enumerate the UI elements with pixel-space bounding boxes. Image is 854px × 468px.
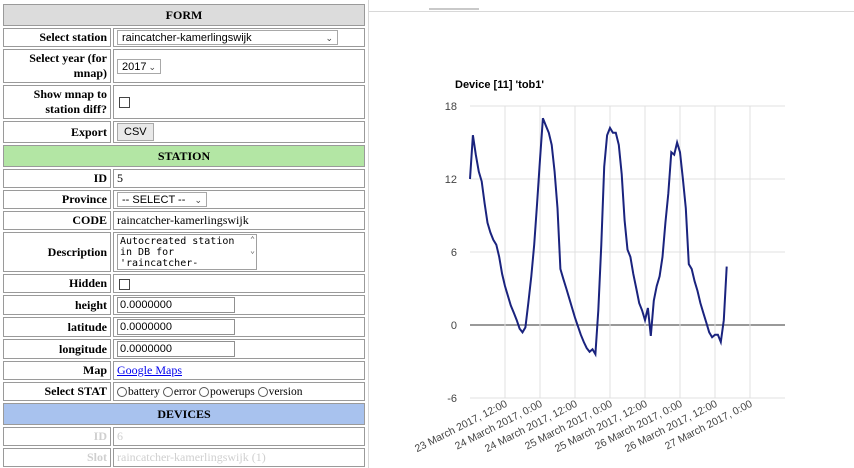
- description-line: Autocreated station: [120, 236, 235, 247]
- devices-header: DEVICES: [3, 403, 365, 425]
- y-tick-label: 6: [451, 247, 457, 259]
- scroll-up-icon[interactable]: ⌃: [250, 235, 255, 244]
- export-label: Export: [3, 121, 111, 143]
- hidden-cell: [113, 274, 365, 293]
- longitude-label: longitude: [3, 339, 111, 359]
- latitude-label: latitude: [3, 317, 111, 337]
- y-tick-label: -6: [447, 393, 457, 405]
- google-maps-link[interactable]: Google Maps: [117, 363, 182, 377]
- top-tab: [429, 8, 479, 10]
- device-slot-label: Slot: [3, 448, 111, 467]
- chevron-down-icon: ⌄: [194, 195, 202, 205]
- form-table: FORM Select station raincatcher-kamerlin…: [1, 2, 367, 468]
- radio-icon: [117, 386, 127, 397]
- province-select-value: -- SELECT --: [122, 194, 186, 206]
- select-year-label: Select year (for mnap): [3, 49, 111, 83]
- chart-panel: 23 March 2017, 12:00 24 March 2017, 0:00 2…: [369, 0, 854, 468]
- height-label: height: [3, 295, 111, 315]
- device-slot-value: raincatcher-kamerlingswijk (1): [113, 448, 365, 467]
- station-select[interactable]: raincatcher-kamerlingswijk ⌄: [117, 30, 338, 45]
- series-line: [469, 117, 728, 358]
- chevron-down-icon: ⌄: [148, 61, 156, 72]
- description-label: Description: [3, 232, 111, 272]
- form-header: FORM: [3, 4, 365, 26]
- y-tick-label: 0: [451, 320, 457, 332]
- latitude-cell: 0.0000000: [113, 317, 365, 337]
- province-label: Province: [3, 190, 111, 209]
- description-line: 'raincatcher-: [120, 258, 199, 269]
- select-station-label: Select station: [3, 28, 111, 47]
- form-panel: FORM Select station raincatcher-kamerlin…: [0, 0, 369, 468]
- show-mnap-cell: [113, 85, 365, 119]
- show-mnap-label: Show mnap to station diff?: [3, 85, 111, 119]
- code-value: raincatcher-kamerlingswijk: [113, 211, 365, 230]
- chevron-down-icon: ⌄: [325, 33, 333, 43]
- id-value: 5: [113, 169, 365, 188]
- year-select[interactable]: 2017 ⌄: [117, 58, 161, 74]
- select-year-cell: 2017 ⌄: [113, 49, 365, 83]
- map-label: Map: [3, 361, 111, 380]
- height-input[interactable]: 0.0000000: [117, 297, 235, 313]
- y-tick-label: 18: [445, 101, 457, 113]
- y-axis: -6 0 6 12 18: [445, 101, 457, 405]
- radio-icon: [162, 386, 173, 397]
- latitude-input[interactable]: 0.0000000: [117, 319, 235, 335]
- id-label: ID: [3, 169, 111, 188]
- year-select-value: 2017: [122, 60, 147, 73]
- stat-option-battery[interactable]: battery: [117, 386, 160, 398]
- chart-grid: [470, 105, 785, 399]
- stat-option-label: powerups: [210, 385, 255, 398]
- show-mnap-checkbox[interactable]: [119, 97, 130, 109]
- hidden-checkbox[interactable]: [119, 278, 130, 290]
- device-id-value: 6: [113, 427, 365, 446]
- export-cell: CSV: [113, 121, 365, 143]
- stat-option-version[interactable]: version: [257, 385, 303, 398]
- stat-option-label: version: [268, 385, 303, 398]
- stat-option-powerups[interactable]: powerups: [199, 386, 255, 398]
- description-cell: Autocreated station in DB for 'raincatch…: [113, 232, 365, 272]
- province-cell: -- SELECT -- ⌄: [113, 190, 365, 209]
- station-select-value: raincatcher-kamerlingswijk: [122, 32, 252, 44]
- stat-option-error[interactable]: error: [162, 385, 197, 398]
- map-cell: Google Maps: [113, 361, 365, 380]
- longitude-input[interactable]: 0.0000000: [117, 341, 235, 357]
- radio-icon: [199, 386, 210, 397]
- radio-icon: [257, 386, 268, 397]
- description-line: in DB for: [120, 247, 175, 258]
- longitude-cell: 0.0000000: [113, 339, 365, 359]
- station-header: STATION: [3, 145, 365, 167]
- hidden-label: Hidden: [3, 274, 111, 293]
- stat-option-label: battery: [128, 385, 160, 398]
- y-tick-label: 12: [445, 174, 457, 186]
- stat-option-label: error: [173, 385, 197, 398]
- scroll-down-icon[interactable]: ⌄: [250, 246, 255, 255]
- code-label: CODE: [3, 211, 111, 230]
- chart-top-bar: [369, 0, 854, 12]
- height-cell: 0.0000000: [113, 295, 365, 315]
- select-station-cell: raincatcher-kamerlingswijk ⌄: [113, 28, 365, 47]
- select-stat-cell: battery error powerups version: [113, 382, 365, 401]
- description-textarea[interactable]: Autocreated station in DB for 'raincatch…: [117, 234, 257, 270]
- province-select[interactable]: -- SELECT -- ⌄: [117, 192, 207, 207]
- chart-title: Device [11] 'tob1': [455, 79, 544, 91]
- device-id-label: ID: [3, 427, 111, 446]
- select-stat-label: Select STAT: [3, 382, 111, 401]
- csv-button[interactable]: CSV: [117, 123, 154, 141]
